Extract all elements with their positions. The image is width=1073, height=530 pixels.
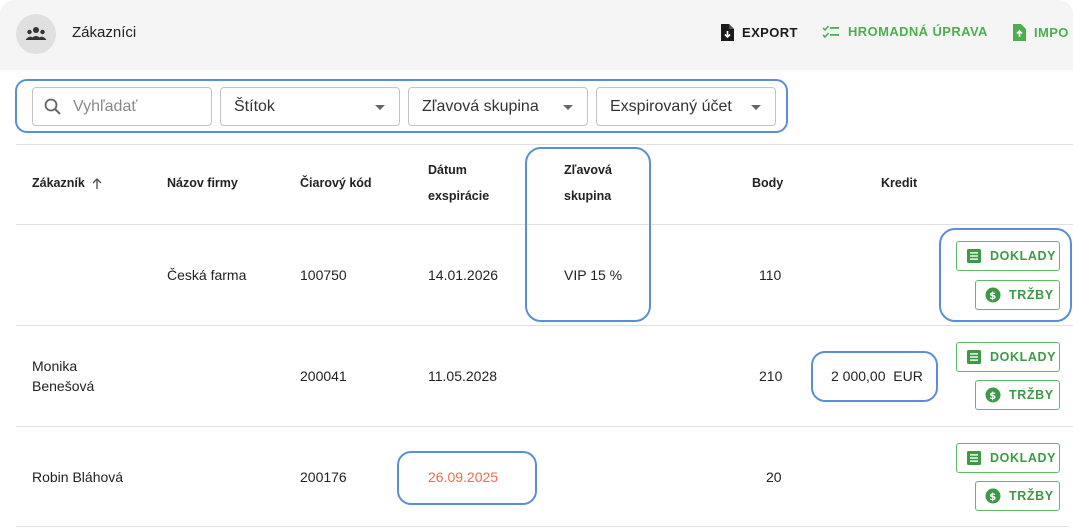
search-icon	[44, 98, 61, 115]
sales-button[interactable]: $ TRŽBY	[975, 280, 1060, 310]
chevron-down-icon	[751, 105, 761, 110]
column-header-credit[interactable]: Kredit	[881, 176, 918, 190]
checklist-icon	[822, 24, 839, 38]
table-divider	[16, 325, 1073, 326]
chevron-down-icon	[563, 105, 573, 110]
column-expiry-line2: exspirácie	[428, 189, 490, 203]
cell-expiry-expired: 26.09.2025	[428, 469, 499, 485]
sales-button[interactable]: $ TRŽBY	[975, 380, 1060, 410]
cell-customer: Robin Bláhová	[32, 469, 124, 485]
column-header-points[interactable]: Body	[752, 176, 784, 190]
cell-discount-group: VIP 15 %	[564, 267, 623, 283]
sales-label: TRŽBY	[1009, 388, 1054, 402]
export-label: EXPORT	[742, 25, 798, 40]
bulk-edit-label: HROMADNÁ ÚPRAVA	[848, 24, 988, 39]
file-download-icon	[721, 24, 734, 41]
cell-barcode: 100750	[300, 267, 347, 283]
arrow-up-icon	[92, 177, 102, 189]
file-upload-icon	[1013, 24, 1026, 41]
column-header-expiry[interactable]: Dátum exspirácie	[428, 157, 489, 209]
dollar-circle-icon: $	[985, 287, 1001, 303]
column-header-customer[interactable]: Zákazník	[32, 170, 103, 196]
documents-button[interactable]: DOKLADY	[956, 241, 1060, 271]
column-expiry-line1: Dátum	[428, 163, 467, 177]
discount-group-highlight	[525, 147, 651, 322]
receipt-list-icon	[967, 249, 981, 263]
documents-label: DOKLADY	[990, 350, 1057, 364]
expired-date-highlight	[397, 451, 537, 505]
expired-account-select-label: Exspirovaný účet	[610, 97, 732, 115]
credit-highlight	[811, 351, 938, 402]
dollar-circle-icon: $	[985, 488, 1001, 504]
expired-account-select[interactable]: Exspirovaný účet	[596, 87, 776, 126]
cell-customer: Monika Benešová	[32, 356, 94, 396]
chevron-down-icon	[375, 105, 385, 110]
cell-barcode: 200041	[300, 368, 347, 384]
sales-label: TRŽBY	[1009, 489, 1054, 503]
column-header-company[interactable]: Názov firmy	[167, 176, 238, 190]
column-customer-label: Zákazník	[32, 176, 85, 190]
table-divider	[16, 426, 1073, 427]
search-field[interactable]	[32, 87, 212, 126]
documents-label: DOKLADY	[990, 249, 1057, 263]
import-button[interactable]: IMPO	[1012, 24, 1069, 41]
page-title: Zákazníci	[72, 24, 137, 41]
documents-label: DOKLADY	[990, 451, 1057, 465]
search-input[interactable]	[73, 97, 203, 116]
receipt-list-icon	[967, 350, 981, 364]
tag-select[interactable]: Štítok	[220, 87, 400, 126]
documents-button[interactable]: DOKLADY	[956, 342, 1060, 372]
bulk-edit-button[interactable]: HROMADNÁ ÚPRAVA	[822, 24, 988, 39]
sales-label: TRŽBY	[1009, 288, 1054, 302]
cell-points: 210	[759, 368, 783, 384]
cell-points: 20	[766, 469, 782, 485]
cell-company: Česká farma	[167, 267, 247, 283]
table-divider	[16, 144, 1073, 145]
actions-highlight	[939, 228, 1072, 322]
cell-customer-line2: Benešová	[32, 378, 95, 394]
cell-points: 110	[759, 267, 782, 283]
column-header-discount-group[interactable]: Zľavová skupina	[564, 157, 612, 209]
column-header-barcode[interactable]: Čiarový kód	[300, 176, 372, 190]
tag-select-label: Štítok	[234, 97, 275, 115]
people-group-icon	[16, 14, 56, 54]
cell-expiry: 14.01.2026	[428, 267, 499, 283]
discount-group-select[interactable]: Zľavová skupina	[408, 87, 588, 126]
svg-text:$: $	[989, 391, 997, 402]
cell-credit: 2 000,00 EUR	[831, 368, 923, 384]
export-button[interactable]: EXPORT	[720, 24, 798, 41]
table-divider	[16, 224, 1073, 225]
discount-group-select-label: Zľavová skupina	[422, 97, 539, 115]
cell-customer-line1: Monika	[32, 358, 78, 374]
svg-text:$: $	[989, 291, 997, 302]
page-header: Zákazníci EXPORT HROMADNÁ ÚPRAVA	[0, 0, 1073, 70]
svg-text:$: $	[989, 492, 997, 503]
sales-button[interactable]: $ TRŽBY	[975, 481, 1060, 511]
column-group-line1: Zľavová	[564, 163, 612, 177]
filters-highlight	[15, 79, 788, 133]
cell-expiry: 11.05.2028	[428, 368, 498, 384]
column-group-line2: skupina	[564, 189, 612, 203]
table-divider	[16, 526, 1073, 527]
cell-barcode: 200176	[300, 469, 347, 485]
import-label: IMPO	[1034, 25, 1069, 40]
documents-button[interactable]: DOKLADY	[956, 443, 1060, 473]
dollar-circle-icon: $	[985, 387, 1001, 403]
receipt-list-icon	[967, 451, 981, 465]
